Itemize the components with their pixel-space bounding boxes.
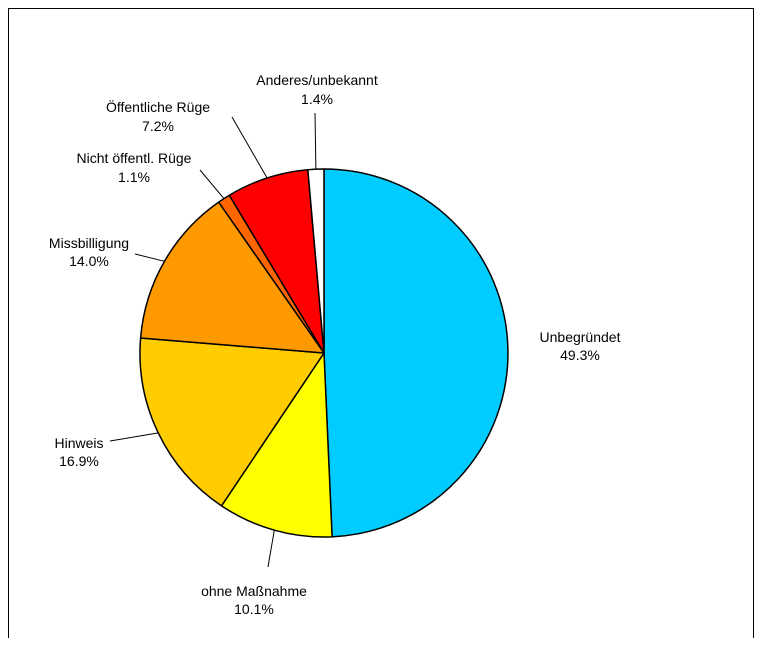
value-oeffentliche-ruege: 7.2% bbox=[142, 118, 174, 134]
leader-line-nicht-offentl-ruge bbox=[199, 169, 225, 199]
label-missbilligung: Missbilligung bbox=[49, 235, 129, 251]
value-anderes-unbekannt: 1.4% bbox=[301, 91, 333, 107]
leader-line-offentliche-ruge bbox=[231, 116, 268, 179]
leader-line-missbilligung bbox=[134, 253, 165, 262]
value-nicht-oeffentl-ruege: 1.1% bbox=[118, 169, 150, 185]
leader-line-hinweis bbox=[109, 432, 159, 442]
pie-slice-ohne-massnahme bbox=[220, 352, 333, 538]
label-anderes-unbekannt: Anderes/unbekannt bbox=[256, 72, 378, 88]
pie-slices bbox=[139, 168, 509, 538]
leader-line-ohne-massnahme bbox=[267, 530, 275, 568]
label-nicht-oeffentl-ruege: Nicht öffentl. Rüge bbox=[77, 150, 192, 166]
leader-lines bbox=[109, 112, 509, 568]
value-unbegruendet: 49.3% bbox=[560, 347, 600, 363]
pie-slice-missbilligung bbox=[139, 201, 325, 354]
value-missbilligung: 14.0% bbox=[69, 253, 109, 269]
label-oeffentliche-ruege: Öffentliche Rüge bbox=[106, 98, 210, 115]
value-hinweis: 16.9% bbox=[59, 453, 99, 469]
label-ohne-massnahme: ohne Maßnahme bbox=[201, 583, 307, 599]
leader-line-anderes-unbekannt bbox=[314, 112, 317, 170]
label-hinweis: Hinweis bbox=[54, 435, 103, 451]
pie-slice-unbegrundet bbox=[323, 168, 509, 538]
label-unbegruendet: Unbegründet bbox=[540, 329, 621, 345]
value-ohne-massnahme: 10.1% bbox=[234, 601, 274, 617]
